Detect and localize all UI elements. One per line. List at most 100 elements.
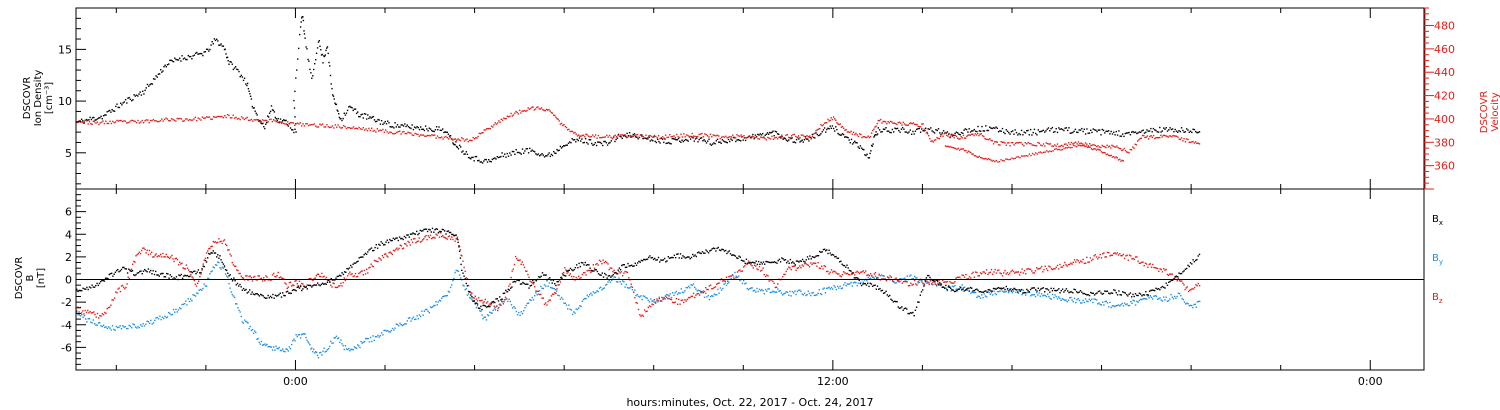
- series-bz-point: [818, 267, 820, 269]
- series-bz-point: [790, 269, 792, 271]
- series-velocity-point: [638, 136, 640, 138]
- series-ion-density-point: [1003, 131, 1005, 134]
- series-bx-point: [293, 289, 295, 291]
- series-velocity-branch-point: [1090, 148, 1093, 150]
- series-ion-density-point: [1095, 129, 1097, 131]
- series-by-point: [205, 285, 208, 287]
- series-velocity-point: [1160, 134, 1162, 136]
- series-bx-point: [889, 294, 891, 297]
- series-bx-point: [588, 264, 590, 266]
- series-bx-point: [170, 275, 173, 278]
- series-ion-density-point: [362, 117, 364, 119]
- series-bz-point: [617, 273, 619, 275]
- series-velocity-point: [560, 122, 563, 125]
- series-ion-density-point: [886, 130, 888, 132]
- series-bx-point: [219, 255, 221, 257]
- series-bz-point: [263, 277, 265, 279]
- series-ion-density-point: [163, 66, 165, 68]
- series-bx-point: [369, 248, 371, 250]
- series-ion-density-point: [296, 69, 298, 71]
- series-by-point: [514, 307, 516, 309]
- series-bz-point: [466, 278, 469, 280]
- series-by-point: [767, 288, 769, 290]
- series-bz-point: [256, 279, 258, 281]
- series-ion-density-point: [801, 139, 803, 141]
- series-bz-point: [604, 260, 607, 263]
- series-velocity-point: [1102, 145, 1105, 148]
- series-by-point: [1197, 300, 1200, 303]
- series-velocity-point: [441, 136, 443, 138]
- series-velocity-point: [201, 116, 204, 118]
- series-bz-point: [1065, 264, 1067, 266]
- series-ion-density-point: [605, 142, 608, 144]
- series-bz-point: [378, 257, 380, 259]
- series-bz-point: [646, 310, 648, 312]
- series-velocity-point: [997, 144, 1000, 146]
- series-by-point: [437, 301, 439, 303]
- series-by-point: [453, 277, 455, 280]
- series-velocity-point: [706, 135, 709, 137]
- series-ion-density-point: [307, 58, 309, 61]
- series-ion-density-point: [373, 119, 376, 121]
- series-velocity-point: [155, 120, 157, 122]
- series-ion-density-point: [669, 142, 671, 145]
- series-bx-point: [357, 260, 359, 262]
- series-velocity-point: [457, 138, 459, 140]
- series-bx-point: [492, 300, 495, 303]
- series-by-point: [217, 261, 219, 263]
- series-by-point: [818, 289, 820, 291]
- series-by-point: [1158, 297, 1160, 300]
- series-bz-point: [1098, 256, 1100, 258]
- series-by-point: [1032, 294, 1034, 296]
- series-ion-density-point: [510, 154, 512, 156]
- series-bz-point: [800, 267, 802, 269]
- series-by-point: [504, 298, 507, 301]
- series-ion-density-point: [402, 125, 405, 127]
- series-ion-density-point: [186, 58, 188, 61]
- series-bx-point: [373, 249, 375, 252]
- series-bx-point: [801, 258, 804, 261]
- series-bx-point: [596, 270, 599, 273]
- series-ion-density-point: [83, 122, 85, 124]
- series-velocity-point: [1101, 144, 1103, 147]
- series-velocity-point: [515, 110, 517, 113]
- series-bx-point: [192, 270, 195, 273]
- series-bx-point: [1175, 275, 1178, 277]
- series-bz-point: [555, 292, 557, 294]
- series-bz-point: [740, 270, 742, 273]
- series-bx-point: [578, 262, 580, 265]
- series-by-point: [713, 293, 715, 295]
- series-velocity-point: [1135, 144, 1138, 146]
- series-by-point: [114, 329, 116, 331]
- series-by-point: [580, 305, 582, 308]
- series-ion-density-point: [1070, 132, 1073, 134]
- series-ion-density-point: [143, 93, 145, 95]
- series-bz-point: [1078, 262, 1081, 264]
- series-by-point: [268, 345, 270, 348]
- series-by-point: [1086, 300, 1088, 302]
- series-by-point: [531, 296, 533, 299]
- series-bx-point: [188, 275, 190, 278]
- series-bz-point: [142, 247, 144, 249]
- series-by-point: [1163, 296, 1165, 298]
- series-ion-density-point: [829, 125, 831, 127]
- series-bx-point: [1106, 290, 1109, 292]
- series-by-point: [1060, 299, 1062, 302]
- series-by-point: [1152, 298, 1154, 300]
- series-bz-point: [362, 274, 364, 276]
- series-velocity-point: [783, 136, 786, 139]
- series-bx-point: [389, 238, 391, 241]
- series-velocity-branch-point: [1094, 148, 1096, 150]
- series-bx-point: [481, 308, 483, 311]
- series-by-point: [978, 295, 980, 298]
- series-bz-point: [832, 271, 834, 273]
- series-ion-density-point: [299, 26, 302, 28]
- series-velocity-point: [785, 134, 787, 136]
- series-ion-density-point: [679, 140, 681, 142]
- series-velocity-point: [950, 134, 953, 136]
- series-by-point: [630, 285, 632, 288]
- series-bx-point: [678, 257, 680, 259]
- series-bz-point: [349, 271, 351, 273]
- series-bx-point: [1131, 296, 1133, 298]
- series-bx-point: [226, 269, 228, 272]
